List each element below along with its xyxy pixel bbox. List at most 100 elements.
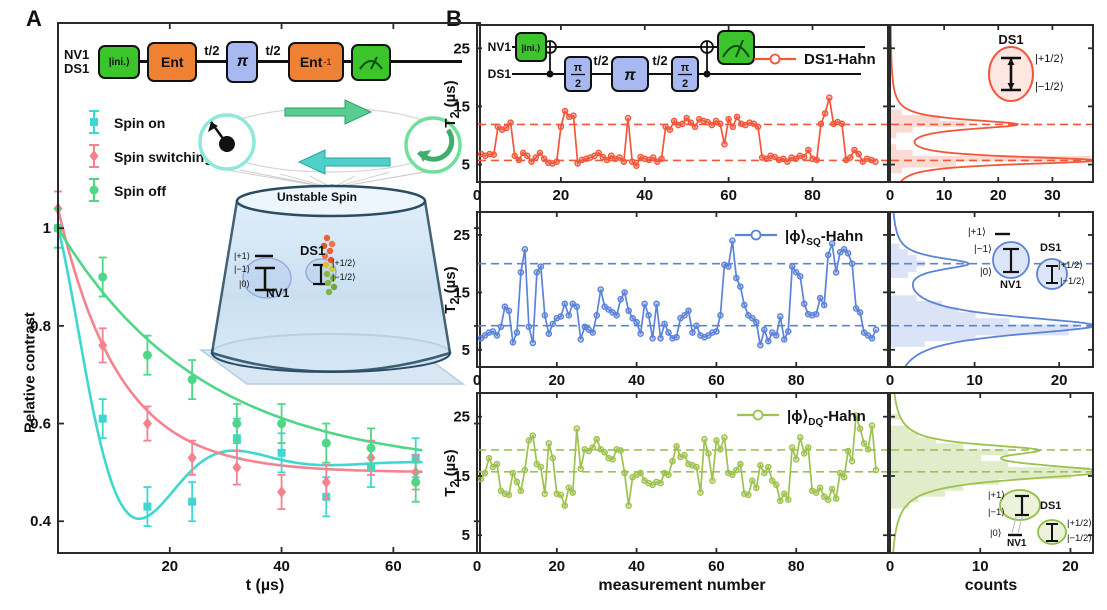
dq-level-0: |0⟩: [990, 528, 1002, 539]
panel-b-xlabel: measurement number: [598, 577, 766, 594]
legend-marker-dq: [735, 406, 781, 428]
panel-a-ylabel: Relative contrast: [21, 312, 39, 433]
inset-ds1-label: DS1: [300, 243, 326, 258]
t2-ylabel-row3: T2 (µs): [442, 449, 462, 497]
svg-text:15: 15: [453, 284, 470, 301]
svg-text:20: 20: [548, 558, 565, 575]
svg-text:10: 10: [966, 372, 983, 389]
svg-text:10: 10: [936, 187, 953, 204]
svg-text:0.8: 0.8: [30, 318, 51, 335]
legend-marker-ds1: [752, 50, 798, 72]
sq-nv1-title: NV1: [1000, 279, 1022, 291]
t2-ylabel-row1: T2 (µs): [442, 80, 462, 128]
svg-text:π: π: [624, 67, 636, 84]
panel-a-circuit: NV1 DS1 |ini.⟩ Ent t/2 π t/2 Ent -1: [62, 31, 466, 93]
svg-text:30: 30: [1044, 187, 1061, 204]
spin-switching-label: Spin switching: [114, 149, 213, 165]
panel-a-xlabel: t (µs): [245, 577, 285, 594]
ds1-lower-level: |−1/2⟩: [1035, 81, 1064, 93]
svg-text:40: 40: [628, 558, 645, 575]
svg-text:DS1: DS1: [488, 67, 512, 81]
svg-text:25: 25: [453, 409, 470, 426]
spin-on-marker: [84, 108, 104, 139]
sq-levels-inset: |+1⟩ |−1⟩ |0⟩ NV1 DS1 |+1/2⟩ |−1/2⟩: [948, 227, 1098, 292]
svg-text:80: 80: [804, 187, 821, 204]
ent-inverse-exponent: -1: [323, 57, 332, 67]
svg-text:20: 20: [161, 558, 178, 575]
svg-text:40: 40: [636, 187, 653, 204]
panel-a-label: A: [26, 6, 42, 31]
histogram-sq: 0 10 20: [886, 211, 1094, 389]
spin-on-label: Spin on: [114, 115, 166, 131]
svg-text:20: 20: [1062, 558, 1079, 575]
svg-text:1: 1: [43, 220, 51, 237]
timeseries-plot-sq: 0 20 40 60 80 5 15 25: [453, 211, 889, 389]
ds1-upper-level: |+1/2⟩: [1035, 53, 1064, 65]
dq-ds1-title: DS1: [1040, 500, 1062, 512]
svg-text:t/2: t/2: [652, 53, 667, 68]
pi-gate: π: [226, 41, 259, 83]
init-gate: |ini.⟩: [98, 45, 141, 79]
svg-text:80: 80: [788, 558, 805, 575]
svg-text:60: 60: [708, 372, 725, 389]
dq-level-ph: |+1/2⟩: [1067, 518, 1092, 529]
dq-levels-graphic: [999, 489, 1067, 545]
counts-label: counts: [964, 577, 1018, 594]
legend-marker-sq: [733, 226, 779, 248]
svg-text:60: 60: [385, 558, 402, 575]
sq-levels-graphic: [992, 232, 1068, 290]
unstable-spin-label: Unstable Spin: [276, 190, 357, 204]
nv-level-0: |0⟩: [239, 279, 250, 289]
timeseries-plot-dq: 0 20 40 60 80 5 15 25: [453, 392, 889, 575]
svg-text:2: 2: [682, 78, 688, 90]
svg-text:25: 25: [453, 40, 470, 57]
panel-a-axes: 20 40 60 0.4 0.6 0.8 1: [30, 22, 481, 575]
qubit-label-ds1: DS1: [64, 61, 90, 76]
svg-text:5: 5: [462, 527, 470, 544]
spin-off-marker: [84, 176, 104, 207]
svg-text:10: 10: [972, 558, 989, 575]
svg-text:20: 20: [548, 372, 565, 389]
ent-inverse-text: Ent: [299, 54, 323, 70]
entangle-gate: Ent: [147, 42, 198, 82]
svg-text:80: 80: [788, 372, 805, 389]
ds-level-mh: |−1/2⟩: [332, 272, 356, 282]
histogram-ds1: 0 10 20 30: [886, 24, 1094, 204]
svg-text:t/2: t/2: [593, 53, 608, 68]
qubit-label-nv1: NV1: [64, 47, 90, 62]
dq-level-mh: |−1/2⟩: [1067, 533, 1092, 544]
sq-level-m1: |−1⟩: [974, 244, 992, 255]
spin-off-label: Spin off: [114, 183, 167, 199]
svg-text:0.6: 0.6: [30, 416, 51, 433]
svg-text:NV1: NV1: [488, 40, 512, 54]
nv-level-p1: |+1⟩: [234, 251, 251, 261]
svg-text:15: 15: [453, 468, 470, 485]
svg-text:20: 20: [990, 187, 1007, 204]
legend-dq-hahn: |ϕ⟩DQ-Hahn: [735, 406, 866, 428]
timeseries-plot-ds1: 0 20 40 60 80 5 15 25 NV1 DS1 |ini.⟩ π 2 π 2 π t/2 t/2: [453, 24, 889, 204]
sq-level-ph: |+1/2⟩: [1058, 260, 1083, 271]
svg-text:2: 2: [575, 78, 581, 90]
circuit-wire: [100, 60, 462, 63]
inset-nv1-label: NV1: [266, 286, 290, 300]
legend-ds1-hahn: DS1-Hahn: [752, 50, 876, 72]
sq-ds1-title: DS1: [1040, 242, 1062, 254]
svg-text:40: 40: [628, 372, 645, 389]
svg-text:0: 0: [886, 372, 894, 389]
svg-text:π: π: [681, 62, 690, 74]
ds1-inset-title: DS1: [998, 32, 1024, 47]
t2-ylabel-row2: T2 (µs): [442, 266, 462, 314]
half-delay-label-2: t/2: [265, 42, 281, 58]
entangle-inverse-gate: Ent -1: [287, 42, 344, 82]
sq-level-0: |0⟩: [980, 267, 993, 278]
svg-text:π: π: [574, 62, 583, 74]
svg-text:25: 25: [453, 227, 470, 244]
dq-level-m1: |−1⟩: [988, 507, 1006, 518]
svg-text:20: 20: [1051, 372, 1068, 389]
svg-text:0: 0: [473, 372, 481, 389]
legend-item-spin-off: Spin off: [84, 174, 213, 208]
dq-nv1-title: NV1: [1007, 538, 1027, 549]
dq-levels-inset: |+1⟩ |−1⟩ DS1 |0⟩ NV1 |+1/2⟩ |−1/2⟩: [988, 488, 1106, 550]
panel-b-label: B: [446, 6, 462, 31]
svg-text:0: 0: [886, 558, 894, 575]
